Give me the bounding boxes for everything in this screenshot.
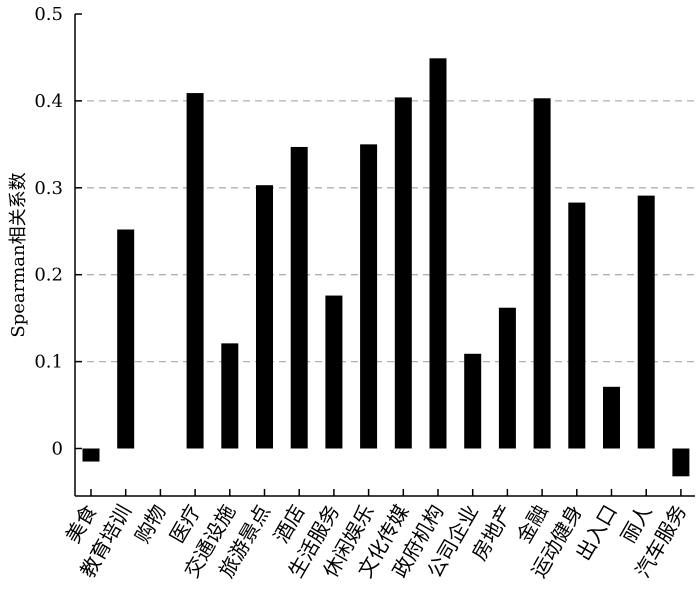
- y-tick-label-0: 0: [52, 439, 63, 460]
- bar-3: [186, 93, 204, 449]
- bar-4: [221, 343, 239, 449]
- bar-7: [325, 295, 343, 449]
- y-tick-label-3: 0.3: [34, 178, 63, 199]
- x-category-label-2: 购物: [130, 501, 171, 548]
- bar-16: [637, 195, 655, 449]
- bar-8: [360, 144, 378, 449]
- bar-14: [568, 202, 586, 449]
- bar-11: [464, 353, 482, 449]
- bar-12: [498, 307, 516, 449]
- y-axis-title: Spearman相关系数: [8, 172, 29, 337]
- y-tick-label-4: 0.4: [34, 91, 63, 112]
- y-tick-label-2: 0.2: [34, 265, 63, 286]
- y-tick-label-5: 0.5: [34, 4, 63, 25]
- bar-15: [603, 386, 620, 449]
- bar-6: [290, 146, 308, 449]
- grid-lines: [75, 100, 695, 363]
- bars: [82, 58, 690, 477]
- bar-17: [672, 448, 690, 477]
- axes: [74, 13, 695, 497]
- bar-10: [429, 58, 447, 449]
- bar-0: [82, 448, 100, 462]
- y-tick-labels: 0 0.1 0.2 0.3 0.4 0.5: [34, 4, 63, 460]
- bar-1: [117, 229, 135, 449]
- bar-13: [533, 98, 551, 449]
- x-category-labels: 美食教育培训购物医疗交通设施旅游景点酒店生活服务休闲娱乐文化传媒政府机构公司企业…: [61, 501, 692, 582]
- bar-9: [394, 97, 412, 449]
- bar-5: [256, 185, 273, 449]
- y-tick-label-1: 0.1: [34, 352, 63, 373]
